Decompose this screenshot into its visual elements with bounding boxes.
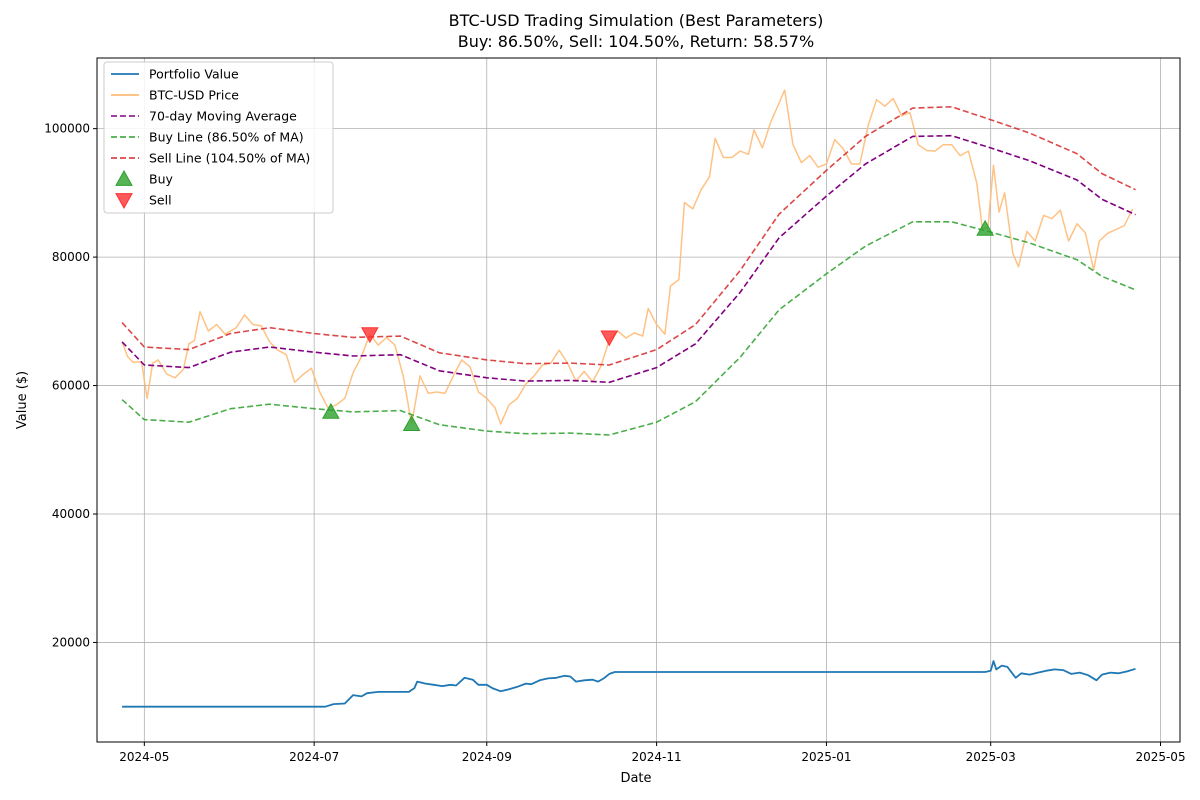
x-tick-label: 2024-07 (289, 750, 339, 764)
legend-entry: Buy Line (86.50% of MA) (149, 130, 304, 145)
y-tick-label: 80000 (52, 250, 90, 264)
sell-marker (600, 330, 619, 347)
y-axis: 20000 40000 60000 80000 100000 (44, 122, 97, 649)
series-line (121, 221, 1136, 436)
y-tick-label: 100000 (44, 122, 90, 136)
legend-entry: Sell Line (104.50% of MA) (149, 151, 310, 166)
buy-marker (322, 402, 340, 419)
x-tick-label: 2024-11 (632, 750, 682, 764)
y-tick-label: 40000 (52, 507, 90, 521)
legend-entry: Portfolio Value (149, 67, 239, 82)
buy-marker (976, 219, 994, 236)
legend-marker (115, 169, 133, 186)
y-tick-label: 60000 (52, 379, 90, 393)
x-tick-label: 2025-05 (1135, 750, 1185, 764)
x-tick-label: 2024-05 (119, 750, 169, 764)
legend-marker (115, 193, 133, 210)
x-axis-label: Date (620, 771, 651, 786)
series-line (121, 89, 1134, 425)
sell-marker (360, 327, 379, 344)
series-line (121, 134, 1136, 384)
legend-entry: 70-day Moving Average (149, 109, 297, 124)
chart-subtitle: Buy: 86.50%, Sell: 104.50%, Return: 58.5… (458, 32, 814, 51)
y-tick-label: 20000 (52, 635, 90, 649)
legend: Portfolio Value BTC-USD Price 70-day Movin… (103, 61, 334, 214)
x-axis: 2024-05 2024-07 2024-09 2024-11 2025-01 2025-… (119, 742, 1186, 764)
x-tick-label: 2025-01 (801, 750, 851, 764)
chart-title: BTC-USD Trading Simulation (Best Paramet… (449, 11, 824, 30)
legend-box (103, 61, 334, 214)
buy-marker (402, 415, 421, 431)
x-tick-label: 2024-09 (462, 750, 512, 764)
series-line (122, 660, 1136, 708)
x-tick-label: 2025-03 (966, 750, 1016, 764)
series-layer (121, 89, 1136, 708)
marker-layer (322, 219, 994, 431)
legend-entry: Sell (149, 193, 172, 208)
series-line (121, 106, 1136, 366)
legend-entry: Buy (149, 172, 173, 187)
plot-frame (96, 57, 1181, 743)
legend-entry: BTC-USD Price (149, 88, 239, 103)
y-axis-label: Value ($) (15, 371, 30, 429)
